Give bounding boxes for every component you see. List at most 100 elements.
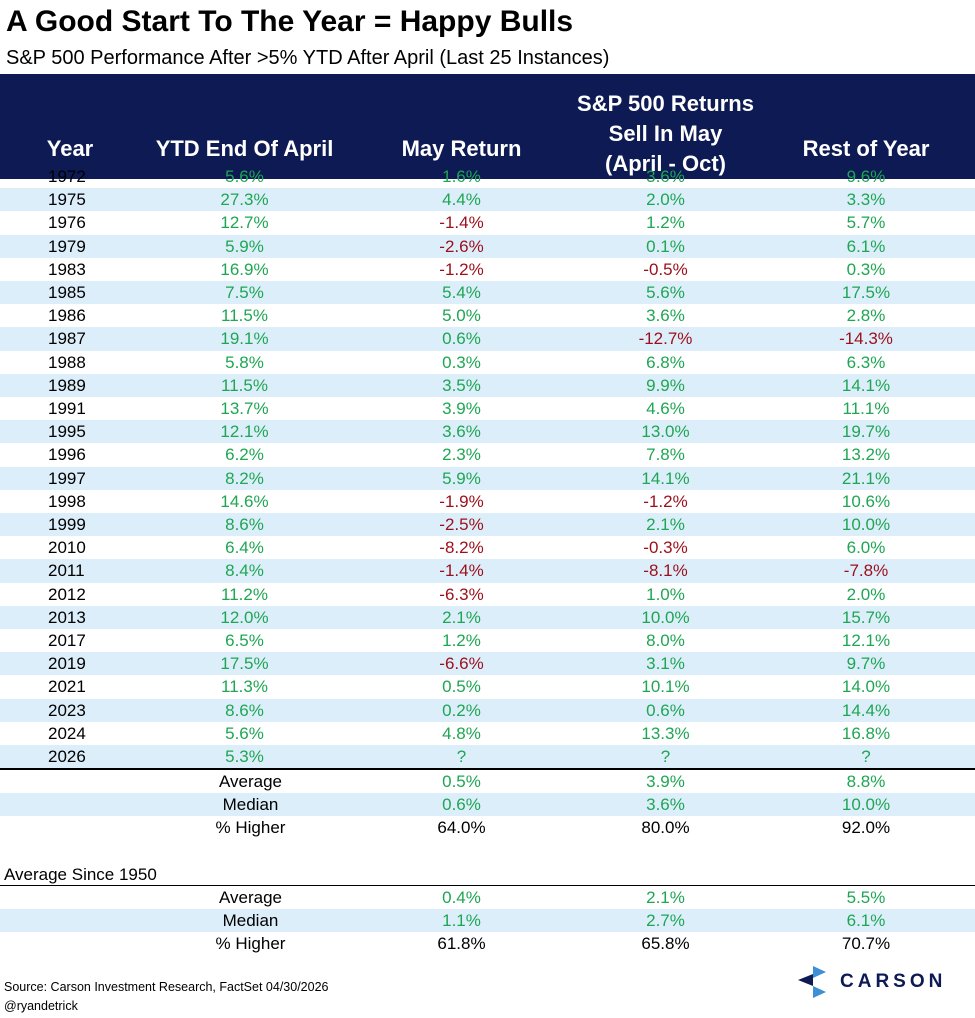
cell-year: 1972 xyxy=(48,167,86,186)
cell-ytd: 8.2% xyxy=(140,466,349,490)
cell-ytd: 17.5% xyxy=(140,652,349,676)
cell-may-return: 0.3% xyxy=(442,352,481,372)
cell-sell-in-may: -1.2% xyxy=(643,491,688,511)
cell-may-return: 5.9% xyxy=(349,466,574,490)
cell-rest-of-year: 10.6% xyxy=(841,491,891,511)
cell-may-return: 1.2% xyxy=(442,631,481,651)
cell-may-return: 2.1% xyxy=(349,605,574,630)
table-row: 2019 17.5% -6.6% 3.1% 9.7% xyxy=(0,652,975,676)
cell-year: 1999 xyxy=(0,513,140,537)
cell-year: 1998 xyxy=(48,491,86,511)
table-row: 2010 6.4% -8.2% -0.3% 6.0% xyxy=(0,536,975,559)
cell-rest-of-year: 9.6% xyxy=(846,167,886,186)
cell-year: 1997 xyxy=(0,466,140,490)
summary-label: Average xyxy=(218,888,282,907)
cell-may-return: -2.6% xyxy=(349,234,574,258)
cell-year: 1987 xyxy=(0,327,140,351)
table-row: 1975 27.3% 4.4% 2.0% 3.3% xyxy=(0,188,975,212)
header-sell-line1: S&P 500 Returns xyxy=(577,91,754,116)
author-handle: @ryandetrick xyxy=(4,999,78,1013)
cell-rest-of-year: 10.0% xyxy=(757,513,975,537)
table-row: 2024 5.6% 4.8% 13.3% 16.8% xyxy=(0,722,975,745)
summary-rest-of-year: 8.8% xyxy=(846,772,886,791)
summary-spacer xyxy=(0,770,140,793)
cell-may-return: 2.3% xyxy=(442,445,481,465)
cell-may-return: 0.5% xyxy=(442,677,481,697)
cell-rest-of-year: 14.0% xyxy=(841,677,891,697)
cell-sell-in-may: 2.1% xyxy=(574,513,757,537)
cell-may-return: ? xyxy=(349,745,574,771)
cell-sell-in-may: 9.9% xyxy=(574,373,757,398)
cell-year: 1985 xyxy=(0,281,140,305)
summary-row: Median 1.1% 2.7% 6.1% xyxy=(0,909,975,933)
cell-rest-of-year: 13.2% xyxy=(841,445,891,465)
table-row: 2013 12.0% 2.1% 10.0% 15.7% xyxy=(0,605,975,630)
cell-year: 1986 xyxy=(48,306,86,326)
cell-year: 1989 xyxy=(0,373,140,398)
cell-may-return: -6.3% xyxy=(439,584,484,604)
page-subtitle: S&P 500 Performance After >5% YTD After … xyxy=(6,47,610,69)
table-row: 1998 14.6% -1.9% -1.2% 10.6% xyxy=(0,490,975,513)
table-row: 1987 19.1% 0.6% -12.7% -14.3% xyxy=(0,327,975,351)
cell-year: 1983 xyxy=(48,259,86,279)
cell-year: 2023 xyxy=(0,698,140,722)
summary-sell-in-may: 3.9% xyxy=(646,772,685,791)
cell-sell-in-may: 10.0% xyxy=(574,605,757,630)
source-note: Source: Carson Investment Research, Fact… xyxy=(4,980,329,994)
cell-year: 2019 xyxy=(0,652,140,676)
cell-sell-in-may: 10.1% xyxy=(641,677,690,697)
header-sell-line2: Sell In May xyxy=(608,121,723,146)
cell-year: 2026 xyxy=(0,745,140,771)
summary-spacer xyxy=(0,816,140,839)
cell-rest-of-year: 21.1% xyxy=(757,466,975,490)
since-1950-label: Average Since 1950 xyxy=(4,865,157,884)
table-row: 1988 5.8% 0.3% 6.8% 6.3% xyxy=(0,351,975,374)
table-row: 1979 5.9% -2.6% 0.1% 6.1% xyxy=(0,234,975,258)
cell-ytd: 8.4% xyxy=(140,559,349,583)
logo-text: CARSON xyxy=(840,971,947,992)
cell-rest-of-year: 14.4% xyxy=(757,698,975,722)
table-row: 2017 6.5% 1.2% 8.0% 12.1% xyxy=(0,629,975,652)
cell-sell-in-may: 0.6% xyxy=(574,698,757,722)
cell-ytd: 6.5% xyxy=(225,631,264,651)
cell-ytd: 16.9% xyxy=(220,259,269,279)
summary-may-return: 0.5% xyxy=(442,772,481,791)
cell-sell-in-may: 3.1% xyxy=(574,652,757,676)
cell-sell-in-may: 4.6% xyxy=(646,399,685,419)
cell-sell-in-may: 7.8% xyxy=(646,445,685,465)
cell-ytd: 12.7% xyxy=(220,213,269,233)
cell-may-return: 4.8% xyxy=(442,723,481,743)
summary-spacer xyxy=(0,909,140,933)
cell-ytd: 19.1% xyxy=(140,327,349,351)
cell-rest-of-year: 16.8% xyxy=(841,723,891,743)
cell-year: 2011 xyxy=(0,559,140,583)
cell-sell-in-may: 8.0% xyxy=(646,631,685,651)
cell-rest-of-year: 6.0% xyxy=(846,538,886,558)
cell-ytd: 5.8% xyxy=(225,352,264,372)
table-row: 2021 11.3% 0.5% 10.1% 14.0% xyxy=(0,675,975,698)
cell-sell-in-may: 14.1% xyxy=(574,466,757,490)
summary-label: % Higher xyxy=(215,934,286,954)
summary-may-return: 0.4% xyxy=(442,888,481,907)
header-year: Year xyxy=(0,74,140,179)
cell-ytd: 6.2% xyxy=(225,445,264,465)
cell-may-return: 3.9% xyxy=(442,399,481,419)
cell-ytd: 7.5% xyxy=(140,281,349,305)
cell-sell-in-may: -8.1% xyxy=(574,559,757,583)
cell-may-return: -1.4% xyxy=(349,559,574,583)
cell-may-return: 5.4% xyxy=(349,281,574,305)
cell-rest-of-year: 19.7% xyxy=(757,420,975,444)
cell-may-return: 1.6% xyxy=(442,167,481,186)
summary-sell-in-may: 2.1% xyxy=(646,888,685,907)
cell-sell-in-may: 0.1% xyxy=(574,234,757,258)
cell-rest-of-year: 12.1% xyxy=(841,631,891,651)
summary-last-25: Average 0.5% 3.9% 8.8% Median 0.6% 3.6% 10.0%% … xyxy=(0,770,975,840)
summary-row: % Higher 64.0% 80.0% 92.0% xyxy=(0,816,975,839)
cell-ytd: 27.3% xyxy=(140,188,349,212)
cell-rest-of-year: 5.7% xyxy=(846,213,886,233)
summary-sell-in-may: 65.8% xyxy=(641,934,690,954)
cell-sell-in-may: -0.3% xyxy=(643,538,688,558)
table-row: 1983 16.9% -1.2% -0.5% 0.3% xyxy=(0,258,975,281)
cell-sell-in-may: 3.6% xyxy=(646,167,685,186)
table-row: 1991 13.7% 3.9% 4.6% 11.1% xyxy=(0,397,975,420)
